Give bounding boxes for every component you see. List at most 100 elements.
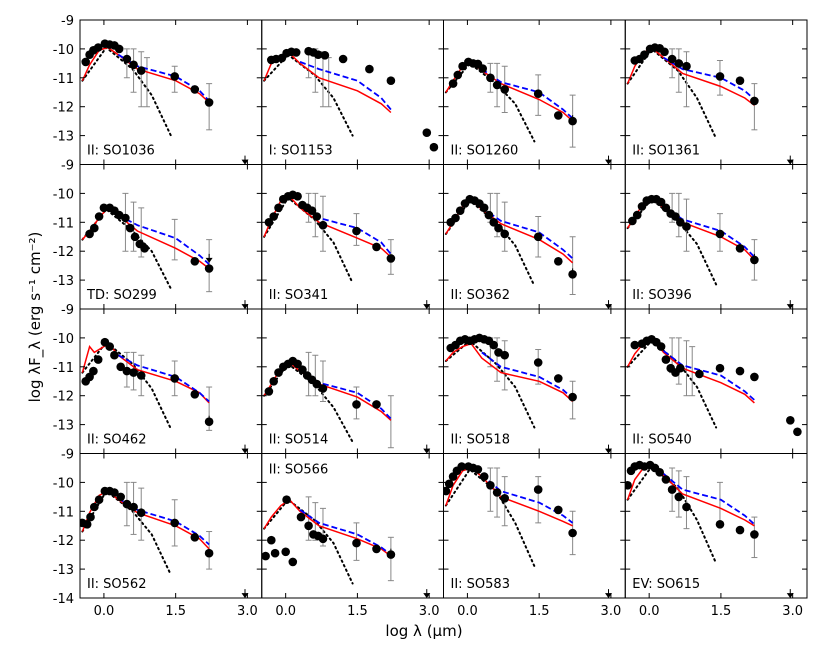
data-point [190,390,200,399]
model-blue-line [299,61,392,111]
panel-i-so1153: I: SO1153 [261,19,444,165]
x-axis-label: log λ (μm) [385,622,462,640]
upper-limit-arrow [423,304,431,309]
data-point [630,340,640,350]
model-red-line [626,464,755,527]
panel-ii-so540: II: SO540 [624,308,808,454]
data-point [473,465,483,474]
data-point [676,218,685,227]
model-red-line [81,342,210,404]
upper-limit-arrow [241,593,249,598]
y-tick-label: -13 [53,130,74,145]
data-point [500,85,510,94]
data-point [640,50,649,59]
data-point [81,57,90,67]
y-tick-label: -12 [53,534,74,549]
data-point [479,203,489,213]
panel-title: II: SO566 [269,463,328,478]
x-tick-label: 3.0 [601,604,622,619]
upper-limit-arrow [241,448,249,454]
data-point [674,492,684,502]
panel-title: II: SO362 [451,288,510,303]
y-tick-label: -13 [53,419,74,434]
plot-area [80,481,249,598]
panel-ii-so362: II: SO362 [443,164,626,310]
model-blue-line [299,509,392,556]
data-point [352,538,361,548]
upper-limit-arrow [387,552,395,558]
data-point [786,416,795,425]
data-point [682,61,691,71]
photosphere-line [626,465,718,565]
panel-title: II: SO1260 [451,144,519,159]
upper-limit-arrow [569,272,577,278]
data-point [793,427,802,437]
y-tick-label: -10 [53,43,74,58]
panel-grid: -9 -10 -11 -12 -13 II: SO1036 I: SO1153 II: SO1… [53,14,808,619]
plot-area [626,192,794,309]
data-point [486,73,495,83]
data-point [82,520,92,529]
data-point [554,374,563,383]
data-point [735,244,745,253]
data-point [656,342,666,351]
model-red-line [626,198,755,261]
data-point [190,85,200,94]
upper-limit-arrow [241,159,249,165]
data-point [444,479,454,489]
upper-limit-arrow [205,257,213,263]
data-point [190,257,200,266]
upper-limit-arrow [205,419,213,425]
data-point [93,43,103,52]
photosphere-line [263,498,354,585]
data-point [568,528,577,538]
x-tick-label: 3.0 [782,604,803,619]
data-point [695,369,704,379]
upper-limit-arrow [786,159,794,165]
x-tick-label: 0.0 [275,604,296,619]
y-tick-label: -14 [53,592,74,607]
data-point [269,212,279,221]
data-point [486,481,495,490]
data-point [443,486,451,496]
data-point [365,64,374,74]
x-tick-label: 0.0 [457,604,478,619]
panel-ii-so562: -9 -10 -11 -12 -13 -14 0.0 1.5 3.0 II: SO562 [53,448,263,619]
data-point [122,366,132,376]
data-point [628,216,637,226]
photosphere-line [81,340,172,430]
x-tick-label: 3.0 [237,604,258,619]
panel-ii-so462: -9 -10 -11 -12 -13 II: SO462 [53,303,263,454]
plot-area [263,190,431,309]
panel-ii-so1260: II: SO1260 [443,19,626,165]
data-point [457,462,467,471]
plot-area [443,462,613,598]
panel-title: II: SO462 [87,433,146,448]
model-red-line [263,498,392,557]
upper-limit-arrow [786,304,794,309]
y-tick-label: -12 [53,101,74,116]
plot-area [81,192,249,309]
data-point [264,387,274,396]
panel-title: II: SO518 [451,433,510,448]
data-point [320,51,330,60]
data-point [338,54,348,64]
data-point [533,232,543,242]
photosphere-line [81,489,172,576]
plot-area [263,351,431,454]
data-point [291,48,301,57]
data-point [500,494,510,503]
data-point [110,350,119,360]
data-point [533,358,543,367]
data-point [674,59,684,68]
data-point [86,512,95,522]
data-point [667,485,677,494]
model-blue-line [481,351,574,400]
data-point [484,210,494,220]
data-point [492,80,502,90]
panel-title: I: SO1153 [269,144,333,159]
data-point [121,213,130,223]
panel-ii-so518: II: SO518 [443,308,626,454]
data-point [281,547,291,557]
data-point [661,203,671,213]
